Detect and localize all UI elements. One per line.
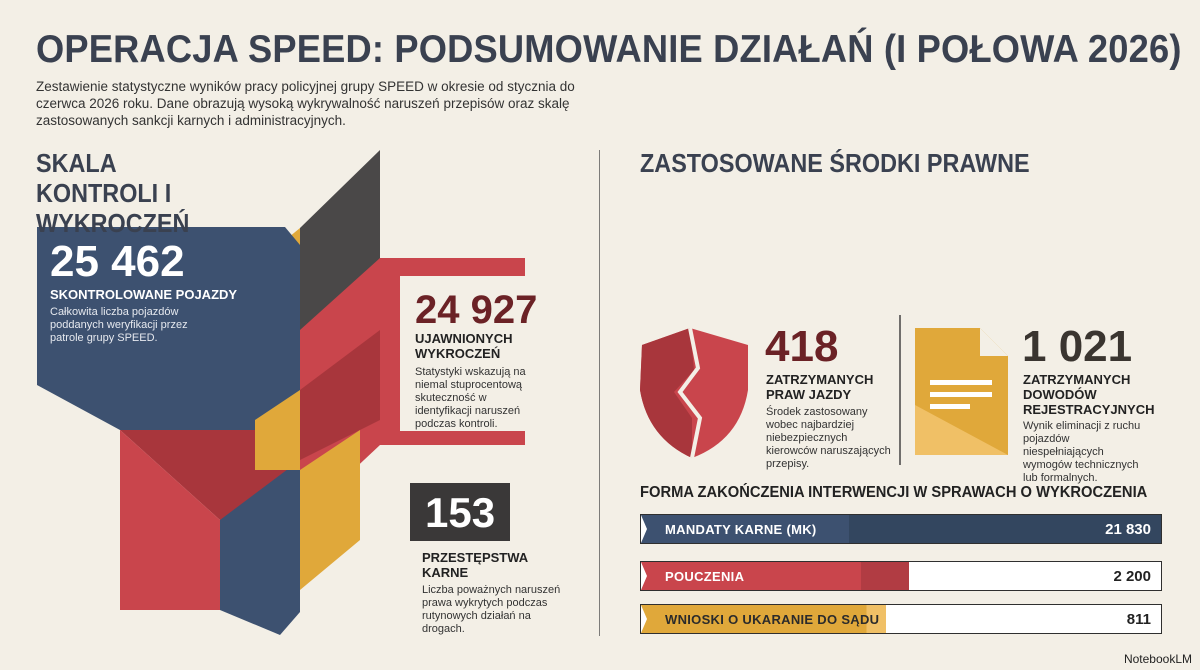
stat-desc: Liczba poważnych naruszeń prawa wykrytyc… [422, 584, 561, 635]
measure-desc: Środek zastosowany wobec najbardziej nie… [766, 406, 891, 470]
measure-value: 1 021 [1022, 322, 1133, 371]
measure-label: ZATRZYMANYCH DOWODÓW REJESTRACYJNYCH [1023, 372, 1155, 417]
outcome-label: POUCZENIA [665, 569, 745, 584]
outcome-value: 811 [1126, 611, 1151, 628]
outcomes-title: FORMA ZAKOŃCZENIA INTERWENCJI W SPRAWACH… [640, 484, 1148, 501]
outcome-row: WNIOSKI O UKARANIE DO SĄDU 811 [640, 604, 1162, 634]
outcome-row: MANDATY KARNE (MK) 21 830 [640, 514, 1162, 544]
brand: NotebookLM [1123, 652, 1192, 666]
subtitle: Zestawienie statystyczne wyników pracy p… [36, 79, 575, 128]
art [37, 150, 600, 636]
left-heading: SKALA KONTROLI I WYKROCZEŃ [36, 148, 190, 238]
stat-value: 24 927 [415, 288, 538, 332]
stat-label: UJAWNIONYCH WYKROCZEŃ [415, 331, 513, 361]
stat-value: 153 [425, 489, 496, 536]
stat-desc: Całkowita liczba pojazdów poddanych wery… [50, 306, 188, 344]
stat-desc: Statystyki wskazują na niemal stuprocent… [415, 366, 526, 430]
outcome-row: POUCZENIA 2 200 [640, 561, 1162, 591]
stat-label: PRZESTĘPSTWA KARNE [422, 550, 528, 580]
measure-label: ZATRZYMANYCH PRAW JAZDY [766, 372, 874, 402]
measure-value: 418 [765, 322, 839, 371]
outcome-value: 21 830 [1105, 521, 1151, 538]
outcome-label: WNIOSKI O UKARANIE DO SĄDU [665, 612, 880, 627]
measure-desc: Wynik eliminacji z ruchu pojazdów niespe… [1023, 420, 1141, 484]
title: OPERACJA SPEED: PODSUMOWANIE DZIAŁAŃ (I … [36, 28, 1182, 71]
right-heading: ZASTOSOWANE ŚRODKI PRAWNE [640, 148, 1030, 178]
outcome-value: 2 200 [1113, 568, 1151, 585]
icons [640, 315, 1008, 465]
outcome-label: MANDATY KARNE (MK) [665, 522, 817, 537]
stat-label: SKONTROLOWANE POJAZDY [50, 287, 238, 302]
stat-value: 25 462 [50, 237, 185, 286]
